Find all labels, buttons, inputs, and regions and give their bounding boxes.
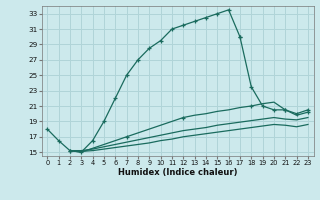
X-axis label: Humidex (Indice chaleur): Humidex (Indice chaleur) <box>118 168 237 177</box>
